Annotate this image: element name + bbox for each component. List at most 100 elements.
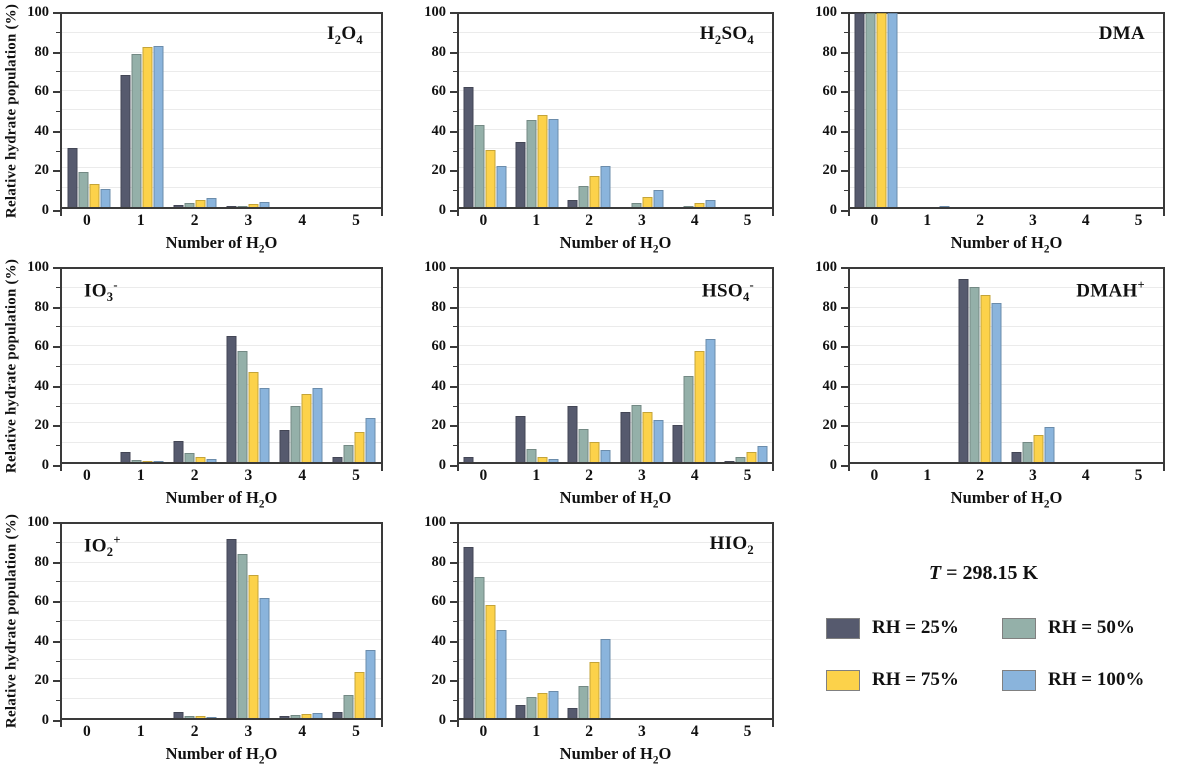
y-tick-label: 100 bbox=[815, 258, 837, 275]
y-tick-label: 20 bbox=[822, 417, 838, 434]
bar-25pct bbox=[567, 200, 578, 207]
gridline bbox=[459, 90, 772, 92]
gridline bbox=[459, 658, 772, 660]
bar-50pct bbox=[526, 119, 537, 207]
x-tick-label: 2 bbox=[585, 466, 593, 484]
y-tick-label: 100 bbox=[424, 258, 446, 275]
y-tick bbox=[453, 71, 457, 73]
y-axis-label-box: Relative hydrate population (%) bbox=[0, 514, 24, 771]
y-axis-spacer bbox=[397, 12, 421, 255]
y-axis-spacer bbox=[397, 522, 421, 771]
bar-group-x2 bbox=[567, 405, 611, 462]
bar-75pct bbox=[589, 442, 600, 462]
bar-50pct bbox=[290, 715, 301, 718]
y-tick bbox=[450, 306, 457, 309]
y-tick-label: 80 bbox=[822, 298, 838, 315]
y-axis-ticks: 0 20 40 60 80 100 bbox=[812, 260, 848, 472]
bar-100pct bbox=[496, 629, 507, 718]
bar-25pct bbox=[120, 452, 131, 462]
bar-100pct bbox=[365, 418, 376, 462]
gridline bbox=[62, 51, 381, 53]
gridline bbox=[62, 422, 381, 424]
gridline bbox=[459, 32, 772, 34]
y-tick bbox=[53, 12, 60, 14]
y-tick bbox=[453, 111, 457, 112]
y-axis-ticks: 0 20 40 60 80 100 bbox=[24, 515, 60, 727]
gridline bbox=[459, 128, 772, 130]
y-tick bbox=[453, 660, 457, 662]
x-tick-labels: 0 1 2 3 4 5 bbox=[60, 465, 383, 487]
bar-100pct bbox=[1044, 426, 1055, 462]
bar-group-x1 bbox=[515, 690, 559, 718]
x-tick-label: 2 bbox=[976, 211, 984, 229]
gridline bbox=[459, 620, 772, 621]
x-tick-label: 1 bbox=[923, 466, 932, 484]
y-tick bbox=[450, 267, 457, 269]
y-tick bbox=[450, 91, 457, 94]
bar-25pct bbox=[463, 456, 474, 462]
x-tick-labels: 0 1 2 3 4 5 bbox=[60, 210, 383, 232]
x-tick-label: 5 bbox=[743, 723, 752, 740]
bar-75pct bbox=[354, 431, 365, 462]
bar-75pct bbox=[642, 412, 653, 462]
text-segment: - bbox=[113, 278, 118, 292]
y-tick bbox=[450, 346, 457, 349]
text-segment: Number of H bbox=[950, 487, 1044, 507]
bar-75pct bbox=[694, 203, 705, 207]
bar-75pct bbox=[980, 295, 991, 462]
bar-50pct bbox=[631, 404, 642, 462]
y-tick-label: 60 bbox=[34, 592, 50, 609]
chart-panel-DMA: 0 20 40 60 80 100 DMA 0 1 2 3 4 5 Number of H2O bbox=[788, 0, 1179, 255]
y-tick-label: 20 bbox=[822, 162, 838, 179]
x-tick-label: 0 bbox=[83, 211, 91, 229]
bar-75pct bbox=[589, 175, 600, 207]
x-tick-label: 0 bbox=[479, 466, 488, 484]
panel-title-I2O4: I2O4 bbox=[327, 23, 363, 48]
y-tick bbox=[56, 405, 60, 407]
legend-swatch bbox=[826, 669, 860, 691]
gridline bbox=[459, 697, 772, 699]
y-tick bbox=[841, 91, 848, 94]
text-segment: Number of H bbox=[165, 487, 259, 507]
bar-75pct bbox=[248, 575, 259, 718]
y-tick-label: 100 bbox=[27, 513, 49, 530]
x-tick-label: 5 bbox=[352, 466, 360, 484]
y-tick bbox=[844, 111, 848, 112]
text-segment: 2 bbox=[1043, 498, 1050, 510]
y-tick-label: 100 bbox=[424, 513, 446, 530]
gridline bbox=[459, 561, 772, 563]
bar-75pct bbox=[537, 114, 548, 207]
y-tick bbox=[841, 170, 848, 173]
text-segment: 4 bbox=[742, 290, 750, 305]
y-tick-label: 40 bbox=[822, 377, 838, 394]
text-segment: 2 bbox=[258, 243, 265, 255]
bar-75pct bbox=[746, 452, 757, 462]
y-tick bbox=[53, 680, 60, 683]
text-segment: O bbox=[658, 487, 672, 507]
gridline bbox=[62, 186, 381, 188]
bar-50pct bbox=[343, 445, 354, 462]
y-tick bbox=[56, 150, 60, 152]
bar-50pct bbox=[131, 459, 142, 462]
y-tick bbox=[844, 150, 848, 152]
panel-title-HIO2: HIO2 bbox=[710, 533, 754, 558]
legend-entry-50pct: RH = 50% bbox=[1002, 617, 1179, 639]
y-tick-label: 0 bbox=[829, 456, 837, 473]
bar-50pct bbox=[290, 405, 301, 462]
text-segment: 4 bbox=[356, 32, 363, 47]
text-segment: O bbox=[658, 232, 672, 252]
y-tick bbox=[53, 522, 60, 524]
y-tick-label: 40 bbox=[431, 122, 447, 139]
y-tick-label: 100 bbox=[27, 3, 49, 20]
y-tick-label: 80 bbox=[34, 553, 50, 570]
gridline bbox=[62, 697, 381, 699]
y-axis-ticks: 0 20 40 60 80 100 bbox=[421, 515, 457, 727]
gridline bbox=[459, 402, 772, 404]
gridline bbox=[459, 383, 772, 385]
y-tick-label: 0 bbox=[438, 456, 446, 473]
x-axis-label: Number of H2O bbox=[457, 233, 774, 255]
plot-column: IO2+ 0 1 2 3 4 5 Number of H2O bbox=[60, 522, 383, 771]
bar-group-x4 bbox=[279, 388, 323, 462]
x-tick-labels: 0 1 2 3 4 5 bbox=[848, 465, 1165, 487]
text-segment: IO bbox=[84, 535, 107, 557]
